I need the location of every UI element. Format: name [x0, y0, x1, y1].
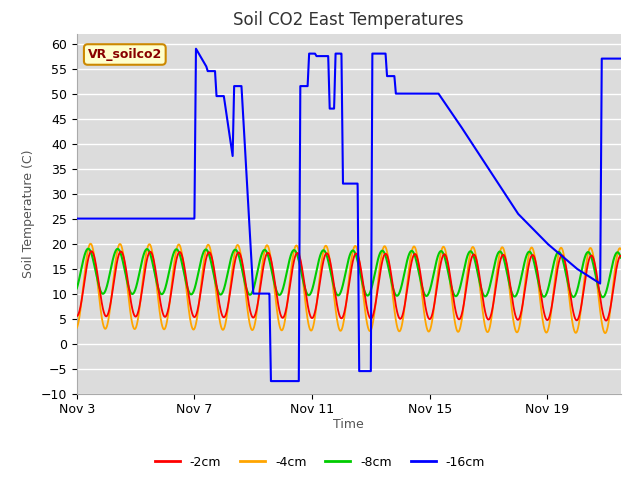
Legend: -2cm, -4cm, -8cm, -16cm: -2cm, -4cm, -8cm, -16cm: [150, 451, 490, 474]
Y-axis label: Soil Temperature (C): Soil Temperature (C): [22, 149, 35, 278]
Text: VR_soilco2: VR_soilco2: [88, 48, 162, 61]
X-axis label: Time: Time: [333, 418, 364, 431]
Title: Soil CO2 East Temperatures: Soil CO2 East Temperatures: [234, 11, 464, 29]
